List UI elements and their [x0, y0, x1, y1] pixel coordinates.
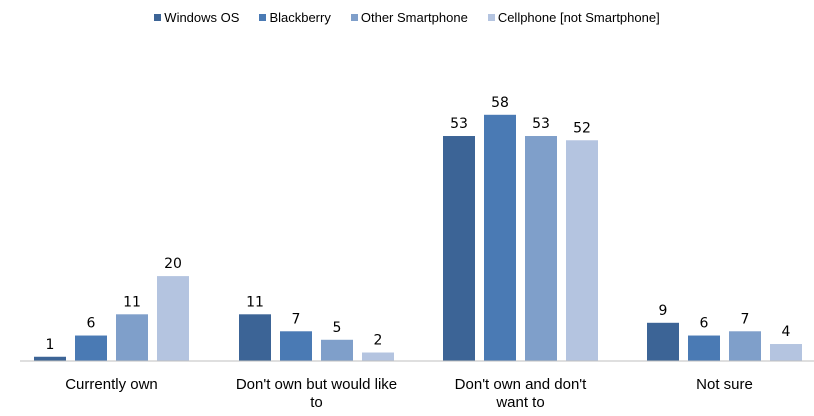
legend-item: Blackberry: [259, 9, 331, 25]
bar-value-label: 53: [532, 116, 550, 132]
bar-value-label: 11: [123, 294, 141, 310]
bar: [443, 136, 475, 361]
bar: [688, 335, 720, 361]
bar-value-label: 5: [333, 320, 342, 336]
bar: [239, 314, 271, 361]
category-label: want to: [495, 394, 544, 411]
bar-value-label: 2: [374, 333, 383, 349]
bar-value-label: 6: [700, 316, 709, 332]
bars-group: [34, 114, 802, 361]
legend-swatch: [350, 13, 358, 21]
bar: [321, 339, 353, 361]
category-label: Not sure: [696, 376, 753, 393]
bar-value-label: 4: [782, 324, 791, 340]
bar-value-label: 6: [87, 316, 96, 332]
bar: [647, 322, 679, 361]
bar: [280, 331, 312, 361]
bar: [525, 136, 557, 361]
bar: [484, 114, 516, 361]
legend-label: Windows OS: [164, 9, 240, 25]
legend-item: Cellphone [not Smartphone]: [487, 9, 660, 25]
bar-value-label: 1: [46, 337, 55, 353]
legend-swatch: [487, 13, 495, 21]
legend: Windows OS Blackberry Other Smartphone Cell…: [0, 7, 814, 27]
category-label: to: [310, 394, 323, 411]
bar-value-label: 11: [246, 294, 264, 310]
bar-value-label: 58: [491, 95, 509, 111]
bar: [116, 314, 148, 361]
legend-item: Windows OS: [154, 10, 239, 25]
legend-label: Other Smartphone: [360, 9, 468, 25]
bar-value-label: 20: [164, 256, 182, 272]
legend-swatch: [154, 13, 162, 21]
bar-value-label: 7: [292, 311, 301, 327]
bar: [770, 344, 802, 361]
bar-value-label: 9: [659, 303, 668, 319]
category-label: Currently own: [65, 376, 158, 393]
bar-value-label: 53: [450, 116, 468, 132]
category-label: Don't own and don't: [455, 376, 587, 393]
bar: [362, 352, 394, 361]
bar-value-label: 52: [573, 120, 591, 136]
bar-value-label: 7: [741, 311, 750, 327]
bar: [75, 335, 107, 361]
bar: [566, 140, 598, 361]
legend-item: Other Smartphone: [350, 9, 468, 25]
legend-swatch: [259, 13, 267, 21]
bar: [157, 276, 189, 361]
legend-label: Cellphone [not Smartphone]: [497, 9, 660, 25]
category-label: Don't own but would like: [236, 376, 397, 393]
bar: [729, 331, 761, 361]
legend-label: Blackberry: [269, 9, 331, 25]
bar: [34, 356, 66, 361]
